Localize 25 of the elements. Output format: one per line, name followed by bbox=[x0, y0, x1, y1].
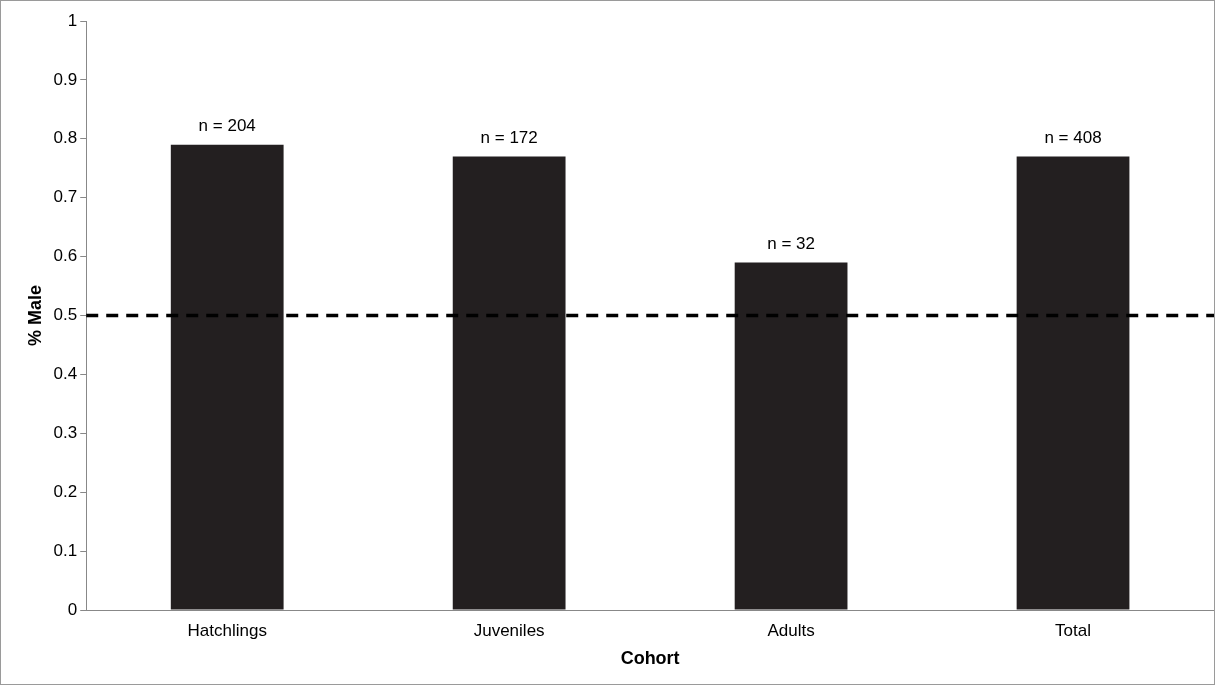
y-tick-label: 0.2 bbox=[53, 481, 78, 501]
x-tick-label: Hatchlings bbox=[187, 620, 267, 640]
x-axis-title: Cohort bbox=[620, 648, 680, 669]
y-axis-title: % Male bbox=[24, 284, 45, 347]
y-tick-label: 0.5 bbox=[53, 305, 78, 325]
y-tick-label: 0.3 bbox=[53, 422, 78, 442]
y-tick-label: 1 bbox=[67, 10, 78, 30]
y-tick-label: 0 bbox=[67, 599, 78, 619]
annotation: n = 32 bbox=[767, 233, 815, 253]
bar bbox=[452, 156, 566, 610]
annotation: n = 408 bbox=[1044, 127, 1102, 147]
y-tick-label: 0.4 bbox=[53, 364, 78, 384]
y-tick-label: 0.9 bbox=[53, 69, 78, 89]
y-tick-label: 0.1 bbox=[53, 540, 78, 560]
bar bbox=[734, 262, 848, 610]
y-tick-label: 0.7 bbox=[53, 187, 78, 207]
bar bbox=[1016, 156, 1130, 610]
y-tick-label: 0.8 bbox=[53, 128, 78, 148]
x-tick-label: Juveniles bbox=[473, 620, 545, 640]
annotation: n = 204 bbox=[198, 115, 256, 135]
x-tick-label: Total bbox=[1055, 620, 1091, 640]
annotation: n = 172 bbox=[480, 127, 538, 147]
x-tick-label: Adults bbox=[767, 620, 815, 640]
bar bbox=[170, 144, 284, 610]
y-tick-label: 0.6 bbox=[53, 246, 78, 266]
